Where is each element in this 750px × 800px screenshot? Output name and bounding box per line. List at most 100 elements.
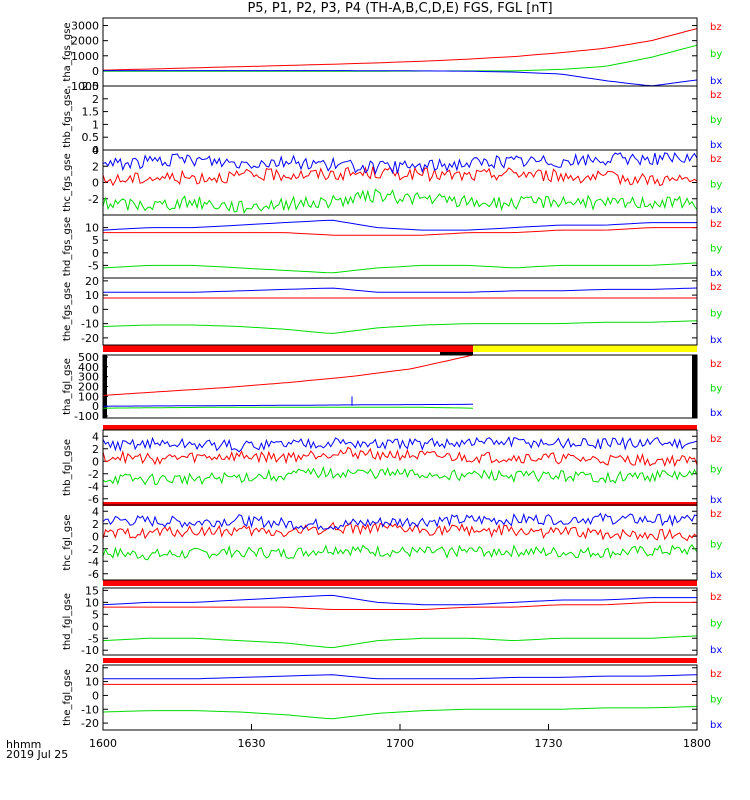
- y-tick-label: 2: [92, 443, 99, 456]
- y-tick-label: 3000: [71, 20, 99, 33]
- x-tick-label: 1730: [535, 737, 563, 750]
- y-tick-label: 0: [92, 400, 99, 413]
- y-tick-label: 500: [78, 351, 99, 364]
- y-tick-label: 4: [92, 430, 99, 443]
- y-tick-label: 100: [78, 390, 99, 403]
- y-tick-label: 4: [92, 144, 99, 157]
- y-tick-label: 0: [92, 689, 99, 702]
- panel-thb_fgs_gse: 00.511.522.5 thb_fgs_gse bz by bx: [62, 80, 722, 157]
- y-axis-label: tha_fgs_gse: [62, 22, 73, 81]
- panel-thc_fgs_gse: -2 0 2 4 thc_fgs_gse bz by bx: [62, 144, 722, 216]
- y-tick-label: 10: [85, 222, 99, 235]
- legend-bx: bx: [710, 645, 722, 656]
- legend-bz: bz: [710, 434, 722, 445]
- y-axis-label: the_fgs_gse: [62, 282, 73, 341]
- y-tick-label: 5: [92, 608, 99, 621]
- y-tick-label: 20: [85, 662, 99, 675]
- y-tick-label: 0: [92, 620, 99, 633]
- y-tick-label: -20: [81, 717, 99, 730]
- legend-by: by: [710, 49, 722, 60]
- y-tick-label: -20: [81, 332, 99, 345]
- series-line-bz: [103, 446, 697, 468]
- x-tick-label: 1700: [386, 737, 414, 750]
- y-tick-label: 0: [92, 303, 99, 316]
- series-line-bz: [103, 227, 697, 236]
- panel-frame: [102, 587, 698, 656]
- y-tick-label: -10: [81, 318, 99, 331]
- y-tick-label: -5: [88, 259, 99, 272]
- status-bar-red: [103, 425, 697, 430]
- y-tick-label: 1000: [71, 50, 99, 63]
- legend-by: by: [710, 244, 722, 255]
- panel-frame: [102, 504, 698, 581]
- legend-by: by: [710, 309, 722, 320]
- y-tick-label: -2: [88, 193, 99, 206]
- series-line-bz: [103, 521, 697, 542]
- series-line-bx: [103, 403, 473, 407]
- y-tick-label: 10: [85, 596, 99, 609]
- legend-bz: bz: [710, 509, 722, 520]
- x-tick-label: 1630: [238, 737, 266, 750]
- date-label: 2019 Jul 25: [6, 748, 69, 761]
- y-axis-label: thb_fgs_gse: [62, 88, 73, 147]
- legend-bz: bz: [710, 219, 722, 230]
- y-tick-label: 2: [92, 93, 99, 106]
- series-line-by: [103, 543, 697, 561]
- status-bar-red: [103, 580, 697, 586]
- legend-by: by: [710, 465, 722, 476]
- legend-by: by: [710, 540, 722, 551]
- status-bar-yellow: [473, 345, 697, 352]
- y-tick-label: -6: [88, 568, 99, 581]
- y-tick-label: -4: [88, 555, 99, 568]
- y-tick-label: -2: [88, 543, 99, 556]
- legend-by: by: [710, 619, 722, 630]
- y-axis-label: thd_fgs_gse: [62, 217, 73, 276]
- y-tick-label: 2: [92, 518, 99, 531]
- y-tick-label: 20: [85, 275, 99, 288]
- series-line-bz: [103, 28, 697, 71]
- legend-bx: bx: [710, 140, 722, 151]
- y-axis-label: thb_fgl_gse: [62, 439, 73, 496]
- page-title: P5, P1, P2, P3, P4 (TH-A,B,C,D,E) FGS, F…: [247, 1, 553, 16]
- series-line-bx: [103, 70, 697, 86]
- y-tick-label: 4: [92, 505, 99, 518]
- panel-frame: [102, 17, 698, 87]
- y-tick-label: 1: [92, 118, 99, 131]
- y-tick-label: 1.5: [82, 106, 100, 119]
- legend-bx: bx: [710, 205, 722, 216]
- series-line-bz: [103, 355, 474, 396]
- legend-bz: bz: [710, 22, 722, 33]
- series-line-by: [103, 706, 697, 720]
- x-tick-label: 1800: [683, 737, 711, 750]
- y-tick-label: 0: [92, 247, 99, 260]
- y-tick-label: 0: [92, 530, 99, 543]
- y-tick-label: 5: [92, 234, 99, 247]
- series-line-bx: [103, 287, 697, 293]
- series-line-bx: [103, 219, 697, 231]
- legend-bx: bx: [710, 408, 722, 419]
- legend-bz: bz: [710, 282, 722, 293]
- y-tick-label: 400: [78, 361, 99, 374]
- y-tick-label: -4: [88, 480, 99, 493]
- x-tick-label: 1600: [89, 737, 117, 750]
- y-tick-label: 10: [85, 289, 99, 302]
- series-line-bx: [103, 436, 697, 453]
- y-tick-label: 2: [92, 160, 99, 173]
- y-tick-label: 10: [85, 676, 99, 689]
- x-axis: 1600 1630 1700 1730 1800: [89, 724, 711, 750]
- y-tick-label: 2.5: [82, 80, 100, 93]
- series-line-bz: [103, 601, 697, 610]
- series-line-bx: [103, 512, 697, 531]
- panel-frame: [102, 277, 698, 346]
- panel-frame: [102, 664, 698, 731]
- legend-bx: bx: [710, 268, 722, 279]
- y-tick-label: 300: [78, 371, 99, 384]
- series-line-by: [103, 320, 697, 334]
- y-axis-label: thc_fgs_gse: [62, 153, 73, 212]
- series-line-by: [103, 188, 697, 215]
- y-tick-label: 0: [92, 144, 99, 157]
